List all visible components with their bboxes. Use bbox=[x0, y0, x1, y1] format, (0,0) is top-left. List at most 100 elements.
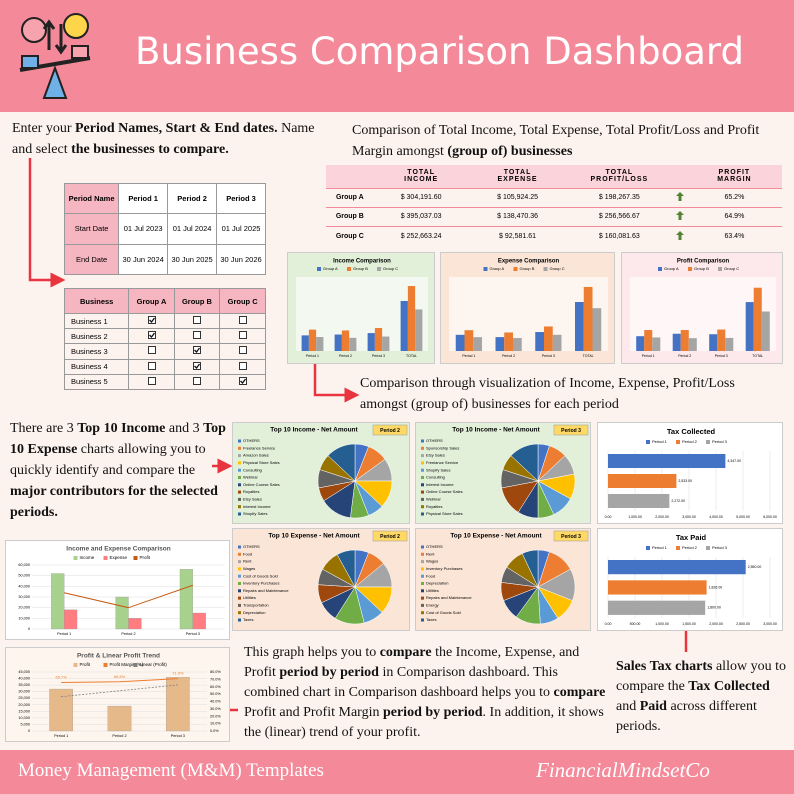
label: Repairs and Maintenance bbox=[426, 595, 472, 600]
label: Interest Income bbox=[426, 482, 454, 487]
label: 1,800.00 bbox=[707, 606, 721, 610]
header-cell: TOTAL PROFIT/LOSS bbox=[566, 165, 673, 189]
label: 2,550.00 bbox=[748, 565, 762, 569]
legend-swatch bbox=[238, 618, 241, 622]
label: Inventory Purchases bbox=[243, 581, 279, 586]
label: Royalties bbox=[243, 489, 259, 494]
label: Period 2 bbox=[502, 354, 515, 358]
text-run: There are 3 bbox=[10, 421, 78, 436]
mini-chart: Profit Comparison Group A Group B Group C Pe… bbox=[621, 252, 783, 364]
legend-swatch bbox=[73, 556, 78, 560]
icon-cell bbox=[672, 188, 687, 207]
row: Business 4 bbox=[63, 358, 266, 375]
cell: $ 198,267.35 bbox=[598, 194, 640, 202]
cell: $ 160,081.63 bbox=[598, 232, 640, 240]
bar bbox=[464, 330, 474, 351]
checkbox-box bbox=[147, 346, 156, 355]
label: 70.0% bbox=[210, 677, 221, 681]
bar bbox=[407, 286, 416, 351]
pie-chart: Top 10 Income - Net Amount Period 2 OTHERS… bbox=[232, 422, 410, 524]
checkbox bbox=[147, 376, 156, 385]
legend-swatch bbox=[421, 567, 424, 571]
checkbox bbox=[192, 361, 201, 370]
legend-swatch bbox=[421, 454, 424, 458]
top10-text: There are 3 Top 10 Income and 3 Top 10 E… bbox=[10, 418, 230, 523]
period-grid: Period Name Period 1 Period 2 Period 3 Start… bbox=[63, 182, 266, 276]
label: Taxes bbox=[243, 617, 253, 622]
legend-swatch bbox=[347, 267, 351, 271]
text-run-bold: Top 10 Expense bbox=[10, 421, 226, 457]
label: Period 3 bbox=[561, 428, 581, 434]
text-run: Comparison of Total Income, Total Expens… bbox=[352, 123, 760, 159]
legend-swatch bbox=[238, 505, 241, 509]
text-run: Enter your bbox=[12, 121, 75, 136]
text-run: in Comparison dashboard. This combined c… bbox=[244, 665, 558, 700]
text-run: Name and select bbox=[12, 121, 315, 157]
cell: $ 395,037.03 bbox=[400, 213, 442, 221]
legend-swatch bbox=[103, 556, 108, 560]
label: 1,000.00 bbox=[628, 515, 642, 519]
legend-swatch bbox=[421, 512, 424, 516]
legend-swatch bbox=[706, 440, 710, 444]
legend-swatch bbox=[103, 663, 108, 667]
combo-chart: Income and Expense Comparison Income Expen… bbox=[5, 540, 230, 640]
bar bbox=[583, 286, 593, 351]
legend-swatch bbox=[421, 461, 424, 465]
bar bbox=[544, 326, 553, 351]
cell: Group A bbox=[335, 194, 364, 202]
checkbox-cell bbox=[128, 328, 175, 345]
cell: Group C bbox=[335, 232, 364, 240]
label: 2,272.00 bbox=[671, 499, 685, 503]
text-run: allow you to compare the bbox=[616, 659, 786, 694]
bar bbox=[341, 330, 350, 351]
legend-swatch bbox=[238, 611, 241, 615]
bar bbox=[504, 332, 513, 351]
legend-swatch bbox=[238, 439, 241, 443]
legend-swatch bbox=[646, 440, 650, 444]
bar bbox=[51, 573, 65, 630]
legend-swatch bbox=[238, 512, 241, 516]
legend-swatch bbox=[377, 267, 381, 271]
legend-swatch bbox=[421, 439, 424, 443]
label: 30,000 bbox=[18, 595, 30, 599]
cell: Business 4 bbox=[63, 358, 130, 375]
label: Group A bbox=[323, 266, 338, 271]
label: Group B bbox=[520, 266, 535, 271]
bar bbox=[308, 329, 317, 351]
legend-swatch bbox=[238, 560, 241, 564]
pie-chart: Top 10 Expense - Net Amount Period 3 OTHER… bbox=[415, 528, 591, 631]
check bbox=[239, 378, 246, 384]
cell: 30 Jun 2025 bbox=[167, 243, 218, 276]
bar bbox=[535, 332, 545, 351]
label: 10,000 bbox=[18, 716, 30, 720]
label: Physical Store Sales bbox=[426, 511, 463, 516]
label: 50.0% bbox=[210, 692, 221, 696]
bar bbox=[608, 494, 670, 508]
label: 0 bbox=[28, 627, 30, 631]
bar bbox=[316, 337, 324, 351]
label: 1,000.00 bbox=[655, 622, 669, 626]
bar bbox=[672, 333, 681, 351]
label: 10.0% bbox=[210, 722, 221, 726]
legend-swatch bbox=[421, 574, 424, 578]
label: 20.0% bbox=[210, 714, 221, 718]
label: 500.00 bbox=[630, 622, 641, 626]
checkbox-box bbox=[238, 331, 247, 340]
row: Period Name Period 1 Period 2 Period 3 bbox=[63, 182, 266, 215]
icon-col bbox=[672, 165, 687, 189]
label: Group C bbox=[724, 266, 739, 271]
bar bbox=[636, 336, 645, 351]
checkbox bbox=[238, 361, 247, 370]
label: Profit bbox=[140, 555, 151, 560]
trend-line bbox=[61, 684, 178, 698]
legend-swatch bbox=[421, 603, 424, 607]
legend-swatch bbox=[421, 446, 424, 450]
combo-chart: Profit & Linear Profit Trend Profit Profit… bbox=[5, 647, 230, 742]
legend-swatch bbox=[238, 552, 241, 556]
line bbox=[61, 678, 178, 684]
label: Etsy Sales bbox=[426, 453, 445, 458]
cell: $ 304,191.60 bbox=[400, 194, 442, 202]
label: TOTAL bbox=[583, 354, 594, 358]
label: Sponsorship Sales bbox=[426, 445, 459, 450]
checkbox bbox=[147, 316, 156, 325]
